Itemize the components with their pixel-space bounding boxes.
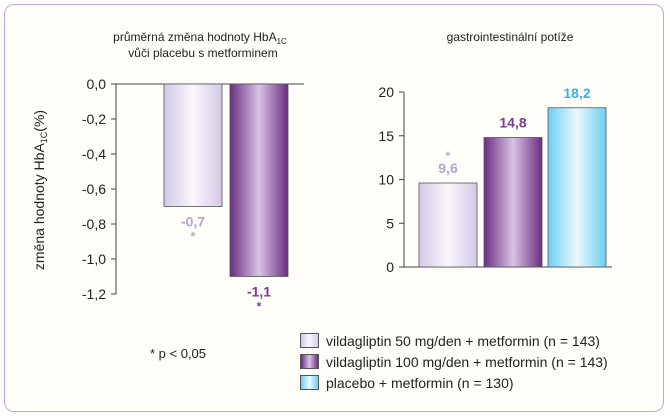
legend-item-vilda100: vildagliptin 100 mg/den + metformin (n =… [300, 351, 608, 372]
chart2-y-tick-label: 10 [378, 172, 394, 188]
legend-item-vilda50: vildagliptin 50 mg/den + metformin (n = … [300, 330, 608, 351]
chart2-title: gastrointestinální potíže [447, 30, 574, 44]
chart1-y-tick-label: 0,0 [87, 76, 107, 92]
legend-swatch-vilda100 [300, 354, 319, 369]
legend-label-vilda100: vildagliptin 100 mg/den + metformin (n =… [326, 353, 608, 370]
chart2-bar [547, 107, 607, 268]
chart2-bar [483, 137, 543, 268]
legend-label-vilda50: vildagliptin 50 mg/den + metformin (n = … [326, 332, 600, 349]
chart1-significance-mark: * [191, 230, 196, 244]
chart1-bar [229, 83, 289, 277]
chart2-significance-mark: * [446, 149, 451, 163]
legend-label-placebo: placebo + metformin (n = 130) [326, 374, 514, 391]
chart1-value-label: -1,1 [247, 284, 271, 300]
chart1-y-tick-label: -0,2 [82, 111, 106, 127]
chart2-y-tick-label: 5 [386, 215, 394, 231]
chart2-y-tick-label: 0 [386, 259, 394, 275]
chart1-y-tick-label: -1,0 [82, 251, 106, 267]
significance-footnote: * p < 0,05 [150, 346, 207, 361]
chart1-bar [163, 83, 223, 207]
chart2-y-tick-label: 20 [378, 84, 394, 100]
chart2-value-label: 9,6 [438, 160, 458, 176]
chart2-value-label: 18,2 [563, 85, 590, 101]
chart2-value-label: 14,8 [499, 115, 526, 131]
legend-swatch-vilda50 [300, 333, 319, 348]
legend: vildagliptin 50 mg/den + metformin (n = … [300, 330, 608, 393]
chart1-y-tick-label: -0,6 [82, 181, 106, 197]
chart1-title: průměrná změna hodnoty HbA1C [113, 30, 287, 46]
chart2-y-tick-label: 15 [378, 128, 394, 144]
chart1-value-label: -0,7 [181, 214, 205, 230]
chart1-y-tick-label: -0,8 [82, 216, 106, 232]
chart1-title-line2: vůči placebu s metforminem [128, 46, 277, 60]
chart1-ylabel: změna hodnoty HbA1C(%) [31, 110, 49, 270]
chart1-significance-mark: * [257, 300, 262, 314]
chart2-bar [418, 182, 478, 268]
chart1-y-tick-label: -0,4 [82, 146, 106, 162]
legend-swatch-placebo [300, 375, 319, 390]
chart1-y-tick-label: -1,2 [82, 286, 106, 302]
legend-item-placebo: placebo + metformin (n = 130) [300, 372, 608, 393]
